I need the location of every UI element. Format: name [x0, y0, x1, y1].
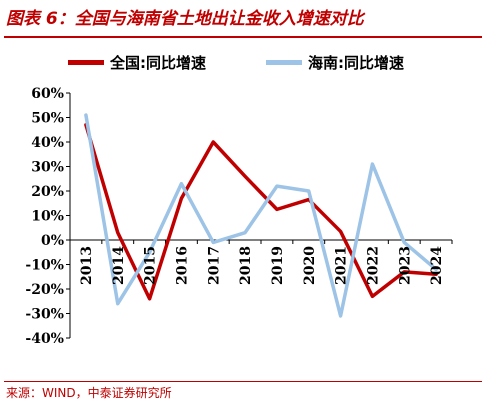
source-note: 来源：WIND，中泰证券研究所 [6, 386, 172, 400]
legend-swatch-hainan [266, 60, 302, 65]
x-tick-label: 2023 [397, 246, 413, 285]
y-tick-label: -10% [25, 258, 64, 274]
chart-title: 图表 6：全国与海南省土地出让金收入增速对比 [6, 9, 364, 29]
y-tick-label: -40% [25, 331, 64, 347]
legend-label-hainan: 海南:同比增速 [308, 54, 404, 72]
line-chart: -40% -30% -20% -10% 0% 10% 20% 30% 40% 50% 60% 2013… [25, 86, 453, 347]
y-tick-label: 40% [31, 135, 64, 151]
y-tick-label: 30% [31, 160, 64, 176]
x-tick-label: 2015 [143, 246, 159, 285]
y-tick-label: 50% [31, 111, 64, 127]
legend-swatch-national [68, 60, 104, 65]
x-tick-label: 2021 [334, 246, 350, 285]
y-tick-label: 0% [41, 233, 64, 249]
series-line-hainan [84, 113, 438, 318]
legend-item-national: 全国:同比增速 [68, 52, 206, 73]
title-divider [4, 36, 482, 38]
y-tick-label: -20% [25, 282, 64, 298]
y-tick-label: -30% [25, 307, 64, 323]
x-tick-label: 2016 [174, 246, 190, 285]
y-tick-label: 60% [31, 86, 64, 102]
x-tick-label: 2018 [238, 246, 254, 285]
x-tick-label: 2017 [206, 246, 222, 285]
legend: 全国:同比增速 海南:同比增速 [0, 52, 488, 80]
y-tick-label: 20% [31, 184, 64, 200]
x-tick-label: 2019 [270, 246, 286, 285]
x-tick-label: 2014 [111, 246, 127, 285]
series-line-national [84, 123, 438, 301]
x-tick-label: 2013 [79, 246, 95, 285]
y-tick-label: 10% [31, 209, 64, 225]
x-tick-label: 2024 [429, 246, 445, 285]
legend-label-national: 全国:同比增速 [110, 54, 206, 72]
legend-item-hainan: 海南:同比增速 [266, 52, 404, 73]
x-tick-label: 2022 [365, 246, 381, 285]
x-tick-label: 2020 [302, 246, 318, 285]
source-divider [4, 381, 482, 382]
